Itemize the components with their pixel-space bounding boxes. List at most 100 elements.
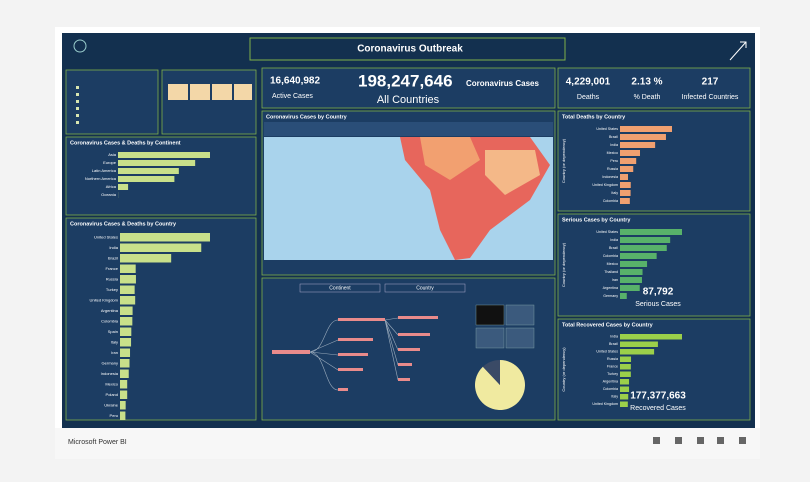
bar-label: Russia xyxy=(607,167,618,171)
bar xyxy=(120,317,133,326)
measure-buttons[interactable] xyxy=(475,304,535,349)
bar-label: Brazil xyxy=(609,135,618,139)
bar-label: Colombia xyxy=(603,199,618,203)
bar xyxy=(620,134,666,140)
bar-label: India xyxy=(109,245,118,250)
bar-label: Peru xyxy=(610,159,618,163)
bar xyxy=(118,160,196,166)
bar xyxy=(120,243,202,252)
share-icons[interactable] xyxy=(653,437,746,444)
bar xyxy=(120,380,128,389)
bar xyxy=(620,371,631,377)
bar xyxy=(120,306,133,315)
bar-label: Peru xyxy=(110,413,118,418)
bar-label: Italy xyxy=(611,191,618,195)
bar xyxy=(620,341,658,347)
bar-label: Brazil xyxy=(108,255,118,260)
footer-label: Microsoft Power BI xyxy=(68,439,127,446)
bar-label: Indonesia xyxy=(602,175,618,179)
tree-filter[interactable] xyxy=(384,283,466,293)
bar xyxy=(120,338,132,347)
bar xyxy=(120,327,132,336)
map-legend-bar[interactable] xyxy=(264,122,553,136)
trend-icon xyxy=(729,41,747,61)
tree-continent: Continent xyxy=(329,285,351,291)
bar-label: Europe xyxy=(103,160,117,165)
bar-label: United States xyxy=(94,234,118,239)
bar-label: Turkey xyxy=(106,287,118,292)
bar xyxy=(620,379,630,385)
panel-title: Serious Cases by Country xyxy=(562,217,631,223)
bar xyxy=(120,285,135,294)
bar xyxy=(120,411,126,420)
bar-label: Ukraine xyxy=(104,402,119,407)
highlight-label: Serious Cases xyxy=(635,301,681,308)
bar-label: Colombia xyxy=(603,254,618,258)
summary-panel xyxy=(161,69,257,135)
bar xyxy=(118,184,129,190)
tree-bars xyxy=(272,316,438,391)
kpi-panel xyxy=(261,67,556,109)
bar-label: Mexico xyxy=(607,262,618,266)
panel-title: Coronavirus Cases & Deaths by Continent xyxy=(70,140,181,146)
bar-label: United Kingdom xyxy=(90,297,119,302)
pct-value: 2.13 % xyxy=(631,77,662,88)
highlight-value: 87,792 xyxy=(643,287,674,298)
map-legend xyxy=(264,262,553,273)
bar xyxy=(120,264,136,273)
bar xyxy=(620,237,671,243)
bar xyxy=(620,293,627,299)
bar-label: Russia xyxy=(106,276,119,281)
bar xyxy=(620,364,631,370)
bar-label: Russia xyxy=(607,357,618,361)
bar-label: Brazil xyxy=(609,246,618,250)
active-value: 16,640,982 xyxy=(270,76,320,87)
panel-title: Coronavirus Cases by Country xyxy=(266,114,348,120)
bar-label: Thailand xyxy=(604,270,618,274)
bar-label: India xyxy=(610,143,618,147)
tree-links xyxy=(309,317,399,391)
bar xyxy=(620,356,632,362)
bar xyxy=(120,275,136,284)
tree-country: Country xyxy=(416,285,434,291)
bar xyxy=(120,296,136,305)
bar-label: India xyxy=(610,335,618,339)
bar-label: Poland xyxy=(106,392,118,397)
axis-label: Country (or dependency) xyxy=(561,138,566,183)
bar xyxy=(120,348,131,357)
total-sub: All Countries xyxy=(377,94,440,106)
countries-label: Infected Countries xyxy=(682,94,739,101)
bar xyxy=(620,253,657,259)
bar xyxy=(120,401,126,410)
bar-label: Indonesia xyxy=(101,371,119,376)
bar-label: Colombia xyxy=(603,387,618,391)
filter-panel[interactable] xyxy=(65,69,159,135)
bar-label: Argentina xyxy=(603,380,618,384)
bar-label: Colombia xyxy=(101,318,119,323)
tree-filter[interactable] xyxy=(299,283,381,293)
bar xyxy=(620,174,629,180)
bar-label: United Kingdom xyxy=(592,402,618,406)
bar xyxy=(620,198,630,204)
bar-label: Brazil xyxy=(609,342,618,346)
bar xyxy=(120,369,129,378)
bar xyxy=(620,166,634,172)
total-label: Coronavirus Cases xyxy=(466,79,539,88)
bar-label: United States xyxy=(596,127,618,131)
bar-label: India xyxy=(610,238,618,242)
footer xyxy=(55,428,760,459)
highlight-value: 177,377,663 xyxy=(630,391,686,402)
panel-title: Total Recovered Cases by Country xyxy=(562,322,654,328)
bar xyxy=(118,176,175,182)
bar-label: Germany xyxy=(102,360,118,365)
total-value: 198,247,646 xyxy=(358,71,453,90)
filter-list[interactable] xyxy=(76,86,79,124)
bar xyxy=(620,401,628,407)
bar xyxy=(120,390,128,399)
bar-label: Italy xyxy=(111,339,118,344)
bar xyxy=(620,245,667,251)
bar-label: Asia xyxy=(108,152,117,157)
bar-label: Iran xyxy=(612,278,618,282)
bar xyxy=(620,158,637,164)
